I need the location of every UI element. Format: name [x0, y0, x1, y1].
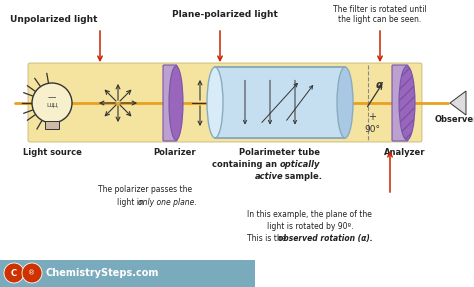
- Text: Polarimeter tube: Polarimeter tube: [239, 148, 320, 157]
- FancyBboxPatch shape: [215, 67, 345, 138]
- Text: only one plane.: only one plane.: [138, 198, 197, 207]
- FancyBboxPatch shape: [45, 121, 59, 129]
- Text: Light source: Light source: [23, 148, 82, 157]
- Text: observed rotation (α).: observed rotation (α).: [278, 234, 373, 243]
- Polygon shape: [450, 91, 466, 115]
- FancyBboxPatch shape: [0, 260, 255, 287]
- Text: The polarizer passes the: The polarizer passes the: [98, 185, 192, 194]
- Text: 90°: 90°: [364, 125, 380, 133]
- Text: In this example, the plane of the: In this example, the plane of the: [247, 210, 372, 219]
- Ellipse shape: [337, 67, 353, 138]
- Text: —: —: [48, 94, 56, 102]
- Text: Polarizer: Polarizer: [154, 148, 196, 157]
- Text: α: α: [376, 80, 383, 90]
- Text: Unpolarized light: Unpolarized light: [10, 15, 98, 24]
- Text: light is rotated by 90º.: light is rotated by 90º.: [267, 222, 354, 231]
- FancyBboxPatch shape: [28, 63, 422, 142]
- Text: active: active: [255, 172, 283, 181]
- Text: ChemistrySteps.com: ChemistrySteps.com: [46, 268, 159, 278]
- Circle shape: [22, 263, 42, 283]
- Text: ЩЦ: ЩЦ: [46, 102, 58, 108]
- Text: sample.: sample.: [282, 172, 322, 181]
- Text: containing an: containing an: [212, 160, 280, 169]
- FancyBboxPatch shape: [163, 65, 177, 141]
- Ellipse shape: [207, 67, 223, 138]
- Text: This is the: This is the: [247, 234, 289, 243]
- Text: light in: light in: [117, 198, 146, 207]
- Ellipse shape: [169, 66, 183, 140]
- Ellipse shape: [399, 66, 415, 140]
- Circle shape: [4, 263, 24, 283]
- Text: C: C: [11, 269, 17, 278]
- Text: The filter is rotated until
the light can be seen.: The filter is rotated until the light ca…: [333, 5, 427, 24]
- Text: optically: optically: [280, 160, 320, 169]
- FancyBboxPatch shape: [392, 65, 408, 141]
- Text: +: +: [368, 112, 376, 122]
- Text: Analyzer: Analyzer: [384, 148, 426, 157]
- Text: ®: ®: [28, 270, 36, 276]
- Circle shape: [32, 83, 72, 123]
- Text: Plane-polarized light: Plane-polarized light: [172, 10, 278, 19]
- Text: Observer: Observer: [434, 115, 474, 124]
